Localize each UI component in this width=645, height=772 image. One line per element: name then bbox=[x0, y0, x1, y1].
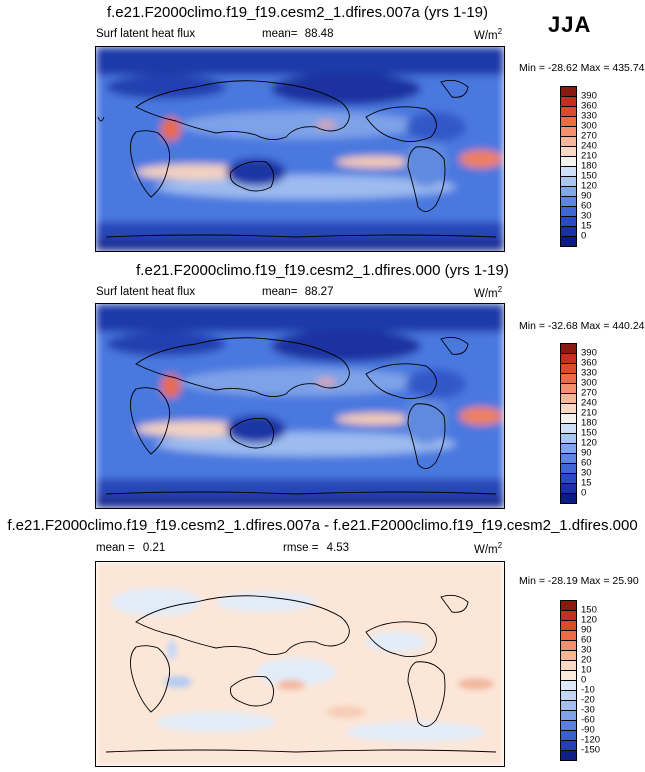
panel3-mean-value: 0.21 bbox=[142, 542, 166, 554]
colorbar-tick-label: 390 bbox=[581, 90, 597, 102]
colorbar-tick-label: 150 bbox=[581, 604, 597, 616]
panel3-title: f.e21.F2000climo.f19_f19.cesm2_1.dfires.… bbox=[7, 517, 638, 534]
panel1-mean-value: 88.48 bbox=[304, 28, 334, 40]
panel3-rmse: rmse = 4.53 bbox=[283, 542, 349, 554]
panel2-minmax: Min = -32.68 Max = 440.24 bbox=[519, 320, 645, 332]
panel1-units: W/m2 bbox=[474, 27, 503, 42]
colorbar-tick-label: 0 bbox=[581, 674, 587, 686]
colorbar-swatch bbox=[560, 493, 577, 504]
colorbar-tick-label: 240 bbox=[581, 397, 597, 409]
colorbar-tick-label: 10 bbox=[581, 664, 592, 676]
colorbar-tick-label: 60 bbox=[581, 457, 592, 469]
colorbar-tick-label: 120 bbox=[581, 614, 597, 626]
colorbar-tick-label: -120 bbox=[581, 734, 601, 746]
panel3-colorbar: 150 120 90 60 30 20 10 0 -10 -20 -30 -60 -90 -120 -150 bbox=[560, 600, 620, 761]
panel2-mean-value: 88.27 bbox=[304, 286, 334, 298]
colorbar-tick-label: 90 bbox=[581, 624, 592, 636]
colorbar-tick-label: 30 bbox=[581, 644, 592, 656]
colorbar-tick-label: 20 bbox=[581, 654, 592, 666]
colorbar-tick-label: 240 bbox=[581, 140, 597, 152]
colorbar-tick-label: 360 bbox=[581, 357, 597, 369]
panel3-minmax: Min = -28.19 Max = 25.90 bbox=[519, 575, 639, 587]
panel2-units: W/m2 bbox=[474, 285, 503, 300]
colorbar-tick-label: 90 bbox=[581, 447, 592, 459]
panel3-units: W/m2 bbox=[474, 541, 503, 556]
panel2-variable-label: Surf latent heat flux bbox=[96, 286, 196, 298]
panel3-mean: mean = 0.21 bbox=[96, 542, 165, 554]
colorbar-swatch bbox=[560, 236, 577, 247]
colorbar-tick-label: 0 bbox=[581, 230, 587, 242]
colorbar-tick-label: 210 bbox=[581, 150, 597, 162]
colorbar-tick-label: 210 bbox=[581, 407, 597, 419]
colorbar-tick-label: 60 bbox=[581, 200, 592, 212]
panel1-colorbar: 390 360 330 300 270 240 210 180 150 120 90 60 30 15 0 bbox=[560, 86, 620, 247]
panel1-minmax: Min = -28.62 Max = 435.74 bbox=[519, 62, 645, 74]
colorbar-tick-label: 330 bbox=[581, 367, 597, 379]
colorbar-tick-label: 150 bbox=[581, 427, 597, 439]
colorbar-tick-label: 360 bbox=[581, 100, 597, 112]
panel2-map bbox=[95, 303, 505, 509]
panel1-mean: mean= 88.48 bbox=[262, 28, 333, 40]
panel3-mean-label: mean = bbox=[96, 542, 135, 554]
panel2-mean: mean= 88.27 bbox=[262, 286, 333, 298]
panel3-rmse-label: rmse = bbox=[283, 542, 319, 554]
colorbar-tick-label: 0 bbox=[581, 487, 587, 499]
colorbar-tick-label: 390 bbox=[581, 347, 597, 359]
panel1-title: f.e21.F2000climo.f19_f19.cesm2_1.dfires.… bbox=[106, 4, 489, 21]
colorbar-tick-label: 30 bbox=[581, 467, 592, 479]
panel2-mean-label: mean= bbox=[262, 286, 298, 298]
colorbar-tick-label: -30 bbox=[581, 704, 595, 716]
colorbar-tick-label: -20 bbox=[581, 694, 595, 706]
colorbar-tick-label: 270 bbox=[581, 130, 597, 142]
colorbar-tick-label: 30 bbox=[581, 210, 592, 222]
colorbar-tick-label: 180 bbox=[581, 160, 597, 172]
colorbar-tick-label: 300 bbox=[581, 120, 597, 132]
colorbar-tick-label: -60 bbox=[581, 714, 595, 726]
colorbar-swatch bbox=[560, 750, 577, 761]
panel1-variable-label: Surf latent heat flux bbox=[96, 28, 196, 40]
colorbar-tick-label: -150 bbox=[581, 744, 601, 756]
colorbar-tick-label: 15 bbox=[581, 477, 592, 489]
colorbar-tick-label: 180 bbox=[581, 417, 597, 429]
colorbar-tick-label: 300 bbox=[581, 377, 597, 389]
colorbar-tick-label: 120 bbox=[581, 180, 597, 192]
colorbar-tick-label: -10 bbox=[581, 684, 595, 696]
panel1-map bbox=[95, 46, 505, 252]
panel1-mean-label: mean= bbox=[262, 28, 298, 40]
colorbar-tick-label: -90 bbox=[581, 724, 595, 736]
colorbar-tick-label: 270 bbox=[581, 387, 597, 399]
panel2-colorbar: 390 360 330 300 270 240 210 180 150 120 90 60 30 15 0 bbox=[560, 343, 620, 504]
colorbar-tick-label: 15 bbox=[581, 220, 592, 232]
colorbar-tick-label: 120 bbox=[581, 437, 597, 449]
colorbar-tick-label: 60 bbox=[581, 634, 592, 646]
season-label: JJA bbox=[548, 12, 592, 37]
colorbar-tick-label: 90 bbox=[581, 190, 592, 202]
panel3-map bbox=[95, 561, 505, 767]
colorbar-tick-label: 150 bbox=[581, 170, 597, 182]
panel3-rmse-value: 4.53 bbox=[326, 542, 350, 554]
panel2-title: f.e21.F2000climo.f19_f19.cesm2_1.dfires.… bbox=[136, 262, 509, 279]
colorbar-tick-label: 330 bbox=[581, 110, 597, 122]
